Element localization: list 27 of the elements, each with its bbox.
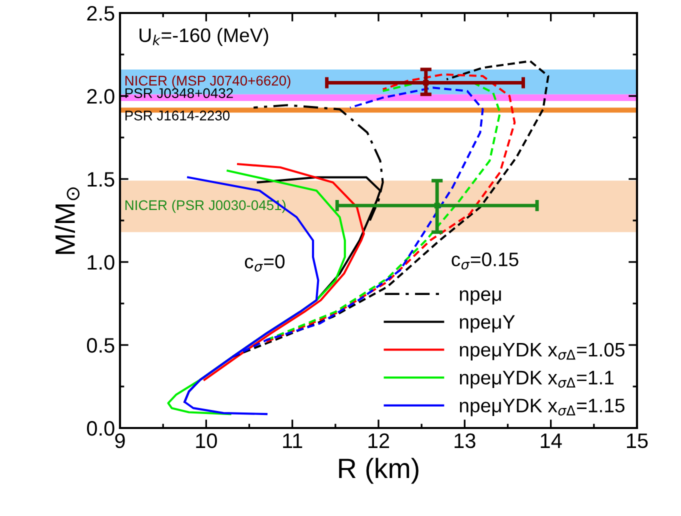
x-axis-title: R (km) [339, 458, 418, 484]
band-label: PSR J0348+0432 [125, 88, 233, 98]
legend-label: npeμY [460, 315, 515, 333]
y-tick-label: 2.0 [87, 89, 114, 104]
y-tick-label: 1.0 [88, 255, 114, 270]
x-tick-label: 11 [283, 434, 302, 448]
x-tick-label: 15 [627, 434, 648, 448]
y-tick-label: 0.0 [86, 421, 114, 436]
annotation: c$_{σ}$=0.15 [452, 252, 518, 270]
x-tick-label: 10 [196, 433, 217, 448]
x-tick-label: 13 [454, 433, 476, 448]
annotation: c$_{σ}$=0 [244, 254, 285, 272]
y-axis-title: M/M$_{⊙}$ [54, 187, 80, 254]
legend-label: npeμYDK x$_{σΔ}$=1.05 [460, 342, 624, 360]
x-tick-label: 14 [540, 434, 562, 448]
y-tick-label: 1.5 [88, 172, 114, 187]
band-label: PSR J1614-2230 [125, 110, 230, 120]
y-tick-label: 0.5 [86, 338, 114, 353]
x-tick-label: 9 [115, 433, 125, 448]
annotation: U$_{k}$=-160 (MeV) [140, 28, 268, 46]
legend-label: npeμYDK x$_{σΔ}$=1.15 [460, 398, 624, 416]
legend-label: npeμYDK x$_{σΔ}$=1.1 [460, 370, 614, 388]
line-series [203, 163, 365, 381]
y-tick-label: 2.5 [87, 6, 114, 21]
x-tick-label: 12 [368, 433, 390, 448]
legend-label: npeμ [460, 290, 501, 305]
band-label: NICER (MSP J0740+6620) [125, 75, 290, 88]
